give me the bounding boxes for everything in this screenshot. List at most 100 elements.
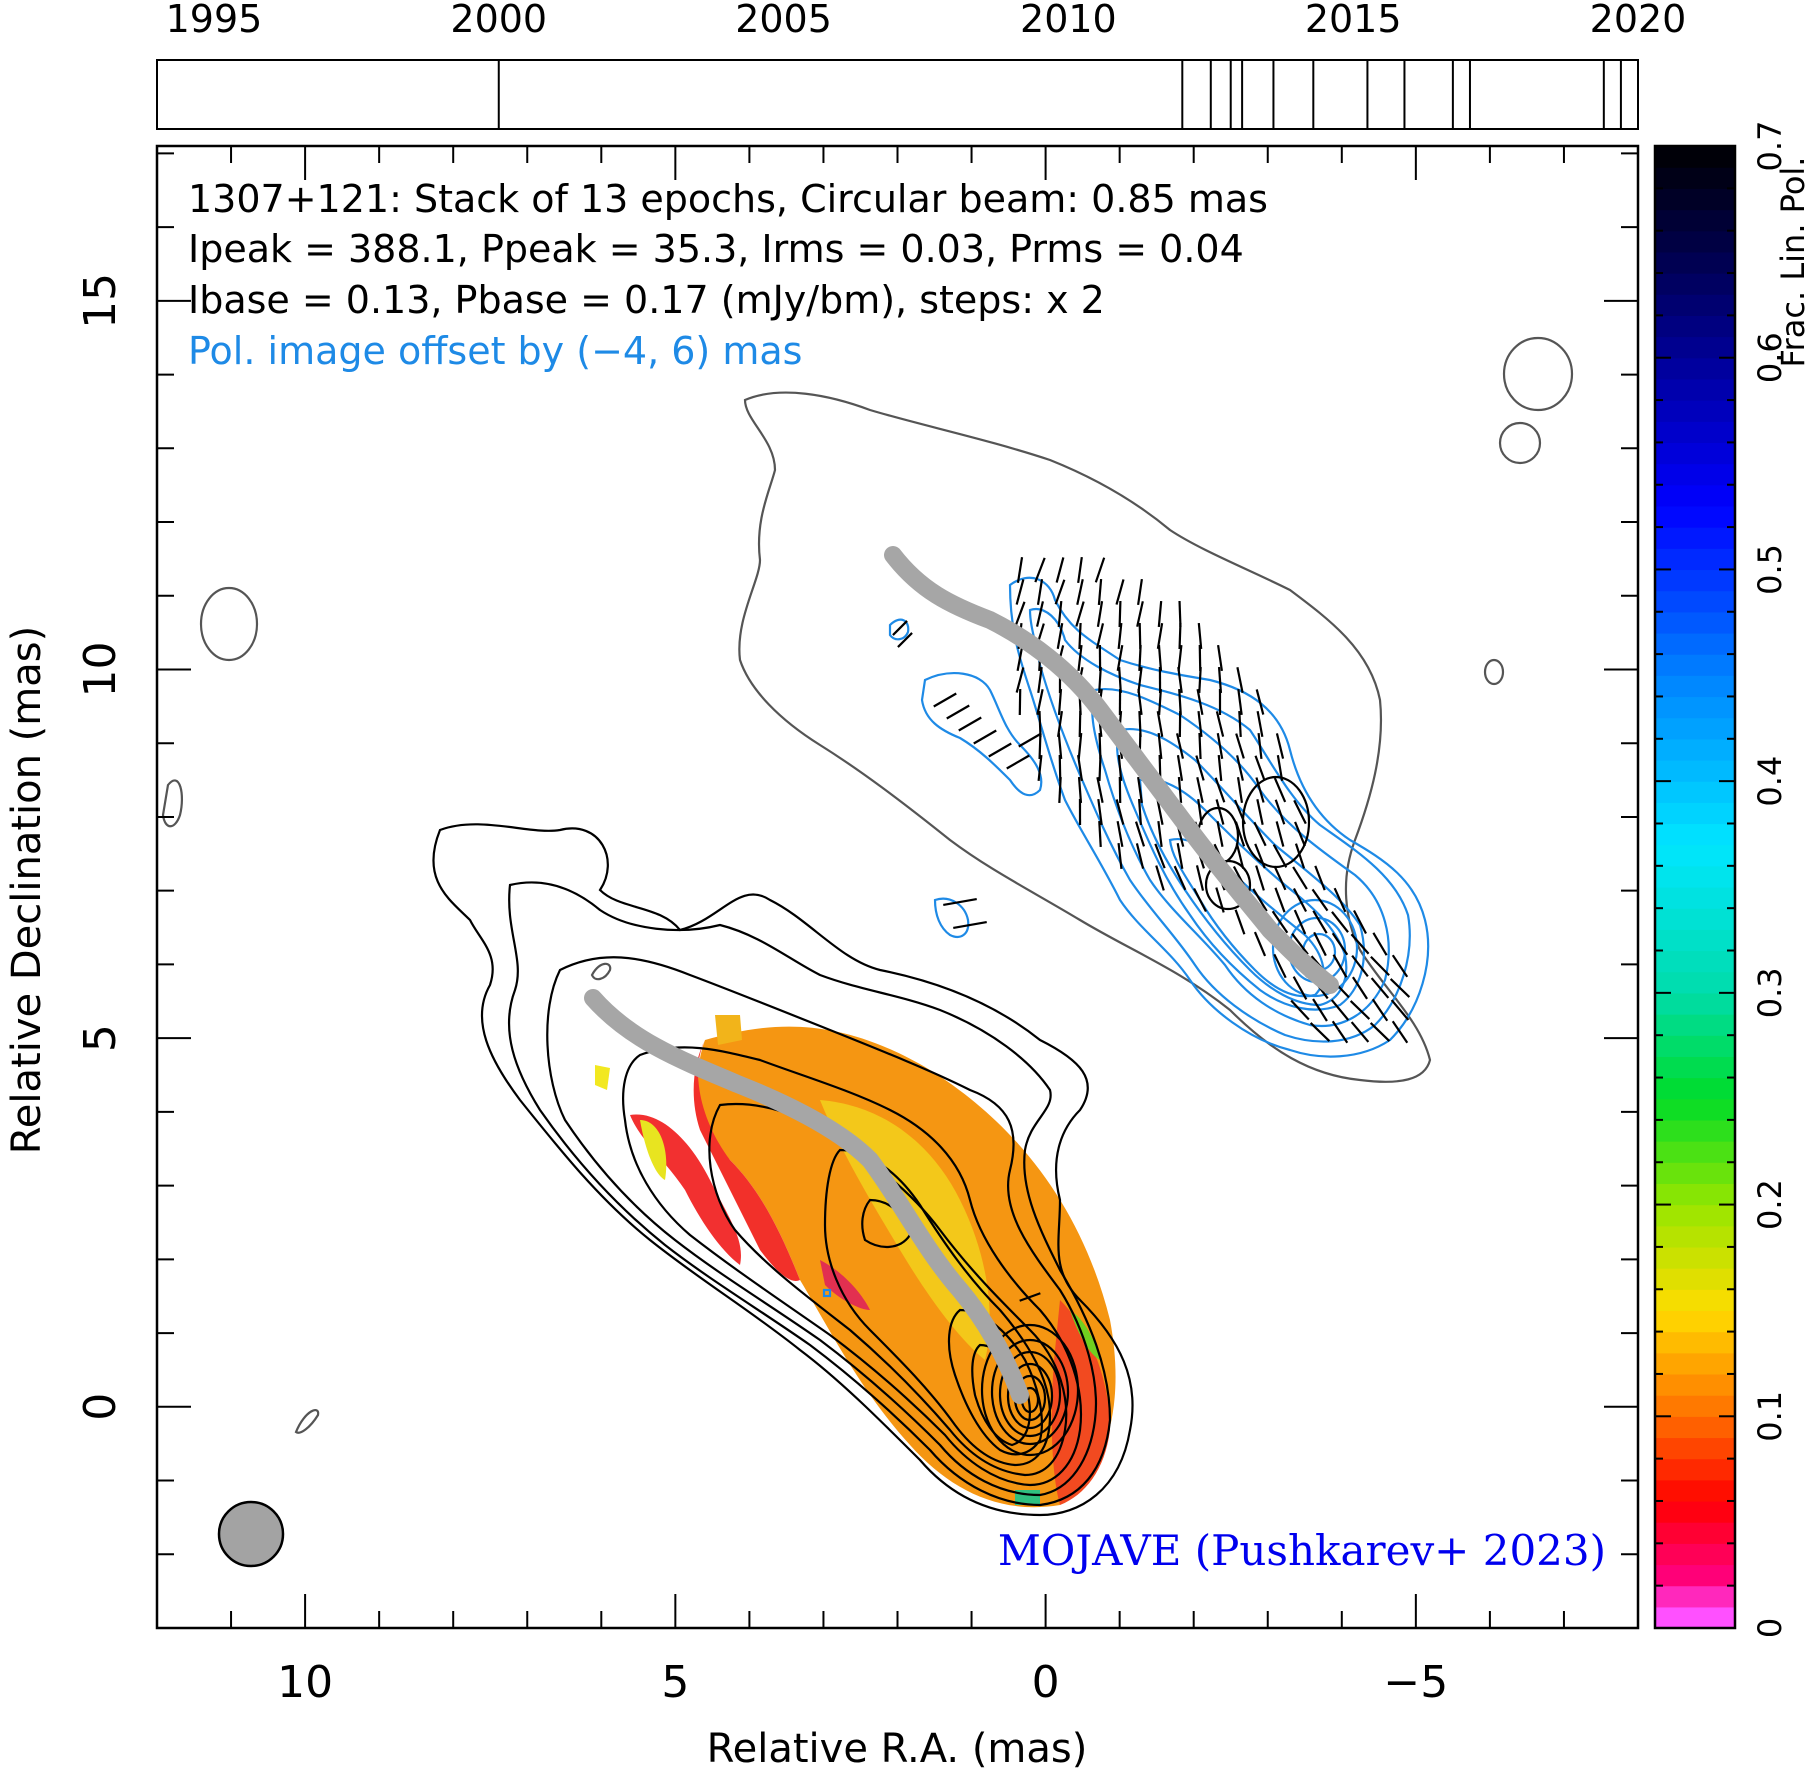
evpa-tick (1097, 578, 1103, 606)
evpa-tick (1290, 999, 1310, 1021)
evpa-tick (1037, 666, 1043, 694)
evpa-tick (1215, 887, 1225, 913)
colorbar-band (1655, 759, 1735, 782)
evpa-tick (1271, 910, 1289, 934)
evpa-tick (1256, 799, 1264, 825)
evpa-tick (1098, 666, 1102, 694)
evpa-tick (1137, 688, 1143, 716)
evpa-tick (1077, 644, 1083, 672)
evpa-tick (1038, 710, 1042, 738)
x-tick-label: 10 (277, 1657, 333, 1708)
colorbar-band (1655, 442, 1735, 465)
colorbar-band (1655, 146, 1735, 168)
evpa-tick (1255, 865, 1265, 891)
colorbar-band (1655, 611, 1735, 634)
evpa-tick (1351, 976, 1369, 1000)
evpa-tick (1134, 821, 1146, 847)
evpa-tick (1236, 755, 1244, 781)
evpa-tick (1077, 732, 1083, 760)
timeline-year-label: 2010 (1020, 0, 1117, 41)
colorbar-band (1655, 1606, 1735, 1629)
evpa-tick (1293, 909, 1307, 935)
evpa-tick (1312, 910, 1328, 934)
colorbar-band (1655, 484, 1735, 507)
evpa-tick (946, 704, 970, 720)
evpa-tick (1075, 601, 1085, 627)
evpa-tick (1217, 644, 1223, 672)
colorbar-band (1655, 844, 1735, 867)
evpa-tick (1370, 955, 1390, 977)
timeline-year-label: 2015 (1305, 0, 1402, 41)
evpa-tick (1175, 733, 1185, 759)
timeline-panel: 1995 2000 2005 2010 2015 2020 (156, 0, 1687, 130)
evpa-tick (933, 692, 957, 708)
colorbar-band (1655, 1162, 1735, 1184)
evpa-tick (1272, 844, 1288, 868)
evpa-tick (1235, 843, 1245, 869)
evpa-tick (1157, 820, 1163, 848)
evpa-tick (1138, 644, 1142, 672)
evpa-tick (1157, 600, 1163, 628)
evpa-tick (1273, 865, 1287, 891)
colorbar-band (1655, 1141, 1735, 1163)
evpa-tick (1331, 932, 1349, 956)
evpa-tick (988, 742, 1012, 758)
evpa-tick (1117, 842, 1123, 870)
evpa-tick (1275, 733, 1285, 759)
evpa-tick (1117, 622, 1123, 650)
colorbar-band (1655, 1458, 1735, 1481)
evpa-tick (943, 897, 977, 907)
lowest-intensity-contours (161, 336, 1574, 1434)
evpa-tick (1115, 579, 1125, 605)
evpa-tick (1214, 777, 1226, 803)
evpa-tick (1115, 799, 1125, 825)
evpa-tick (1096, 600, 1104, 628)
evpa-tick (1116, 645, 1124, 671)
timeline-year-labels: 1995 2000 2005 2010 2015 2020 (166, 0, 1687, 41)
timeline-year-label: 2020 (1590, 0, 1687, 41)
timeline-year-label: 2005 (735, 0, 832, 41)
evpa-tick (1313, 931, 1327, 957)
colorbar-band (1655, 1035, 1735, 1057)
evpa-tick (1197, 798, 1203, 826)
evpa-tick (1038, 732, 1042, 760)
colorbar-band (1655, 400, 1735, 422)
colorbar-band (1655, 1056, 1735, 1079)
evpa-tick (1331, 1020, 1349, 1044)
evpa-tick (1157, 732, 1163, 760)
evpa-tick (1176, 754, 1184, 782)
colorbar-tick-label: 0.7 (1751, 121, 1789, 172)
evpa-tick (1276, 754, 1284, 782)
y-tick-label: 15 (75, 273, 126, 329)
evpa-tick (1238, 710, 1242, 738)
colorbar-band (1655, 378, 1735, 401)
evpa-tick (1177, 776, 1183, 804)
evpa-tick (1312, 998, 1328, 1022)
evpa-tick (1195, 865, 1205, 891)
evpa-tick (1156, 711, 1164, 737)
ridge-lines (584, 546, 1339, 1404)
evpa-tick (1076, 579, 1084, 605)
colorbar-band (1655, 929, 1735, 952)
colorbar-band (1655, 675, 1735, 698)
evpa-tick (1055, 557, 1065, 583)
evpa-tick (1193, 887, 1207, 913)
evpa-tick (1178, 622, 1182, 650)
evpa-tick (1015, 579, 1025, 605)
evpa-tick (1314, 865, 1326, 891)
colorbar-band (1655, 1564, 1735, 1587)
evpa-tick (1330, 999, 1350, 1021)
evpa-tick (1154, 843, 1166, 869)
colorbar-tick-label: 0 (1751, 1618, 1789, 1638)
evpa-tick (1078, 710, 1082, 738)
evpa-tick (1057, 600, 1063, 628)
evpa-tick (1215, 711, 1225, 737)
colorbar-band (1655, 188, 1735, 211)
evpa-tick (1057, 688, 1063, 716)
evpa-tick (1156, 622, 1164, 650)
colorbar-band (1655, 1373, 1735, 1396)
evpa-tick (1019, 1292, 1041, 1302)
colorbar-band (1655, 781, 1735, 803)
timeline-year-label: 1995 (166, 0, 263, 41)
